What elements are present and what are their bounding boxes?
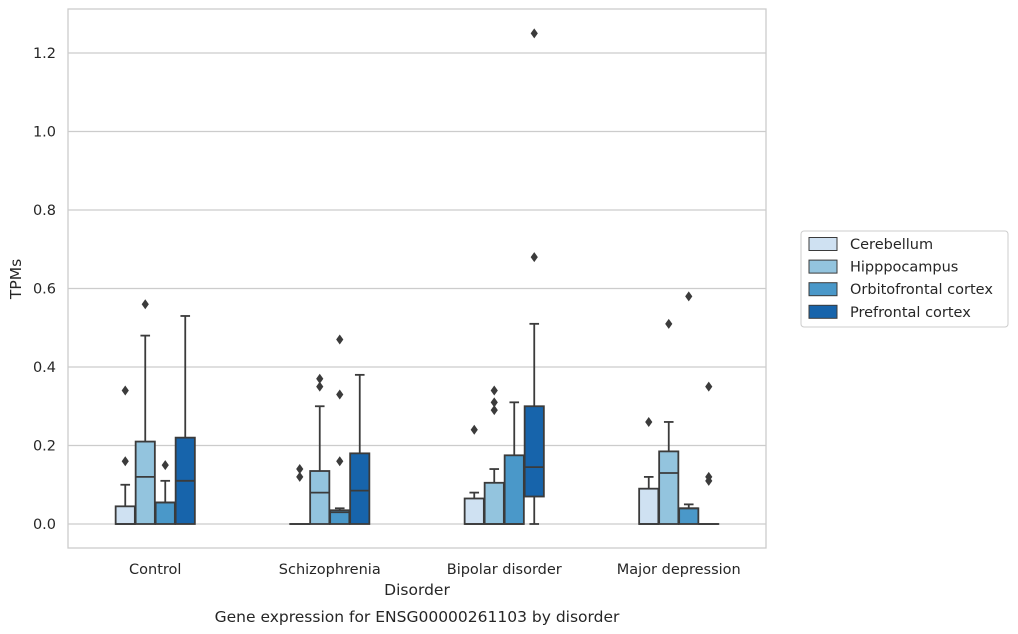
legend-swatch [808, 304, 838, 319]
box-body [678, 507, 700, 525]
box [134, 299, 156, 525]
box [329, 334, 351, 525]
legend-swatch [808, 237, 838, 251]
outlier-point [296, 471, 304, 482]
legend-swatch [808, 259, 838, 274]
box [174, 315, 196, 525]
outlier-point [685, 291, 693, 302]
x-tick-labels: Control Schizophrenia Bipolar disorder Majo… [129, 562, 741, 578]
outlier-point [161, 460, 169, 471]
outlier-point [530, 28, 538, 39]
legend-label: Hipppocampus [850, 260, 958, 276]
box [503, 401, 525, 525]
outlier-point [121, 456, 129, 467]
outlier-point [645, 416, 653, 427]
outlier-point [336, 456, 344, 467]
box [154, 460, 176, 525]
outlier-point [705, 381, 713, 392]
outlier-point [316, 373, 324, 384]
y-tick-label: 1.2 [33, 46, 56, 62]
outlier-point [470, 424, 478, 435]
box-body [309, 470, 331, 525]
legend-swatch [808, 282, 838, 297]
y-tick-label: 1.0 [33, 125, 56, 141]
outlier-point [665, 318, 673, 329]
y-tick-label: 0.0 [33, 517, 56, 533]
box [483, 385, 505, 525]
box [114, 385, 136, 525]
box [463, 424, 485, 525]
y-tick-label: 0.4 [33, 360, 56, 376]
box [523, 28, 545, 525]
legend: Cerebellum Hipppocampus Orbitofrontal cort… [800, 230, 1009, 328]
box [698, 381, 720, 525]
boxes [114, 28, 720, 525]
outlier-point [121, 385, 129, 396]
box [309, 373, 331, 525]
box-body [349, 452, 371, 525]
legend-label: Orbitofrontal cortex [850, 282, 993, 298]
box-body [483, 481, 505, 525]
x-axis-label: Disorder [384, 581, 450, 599]
plot-frame [67, 8, 767, 549]
box [638, 416, 660, 525]
x-tick-label: Bipolar disorder [447, 562, 562, 578]
box-body [523, 405, 545, 498]
outlier-point [490, 397, 498, 408]
outlier-point [490, 405, 498, 416]
x-tick-label: Major depression [617, 562, 741, 578]
box-body [114, 505, 136, 525]
y-tick-label: 0.6 [33, 282, 56, 298]
box-body [154, 501, 176, 525]
box [658, 318, 680, 525]
legend-label: Prefrontal cortex [850, 305, 971, 321]
outlier-point [530, 252, 538, 263]
x-tick-label: Schizophrenia [279, 562, 381, 578]
legend-frame [800, 230, 1009, 328]
outlier-point [705, 471, 713, 482]
outlier-point [336, 389, 344, 400]
box [289, 464, 311, 525]
outlier-point [336, 334, 344, 345]
chart-caption: Gene expression for ENSG00000261103 by d… [215, 608, 620, 626]
y-axis-label: TPMs [7, 259, 25, 300]
legend-label: Cerebellum [850, 237, 933, 253]
outlier-point [316, 381, 324, 392]
x-tick-label: Control [129, 562, 181, 578]
box-body [638, 487, 660, 525]
box [349, 373, 371, 525]
box-body [463, 497, 485, 525]
box [678, 291, 700, 525]
y-tick-labels: 0.0 0.2 0.4 0.6 0.8 1.0 1.2 [33, 46, 56, 533]
box-body [658, 450, 680, 525]
y-tick-label: 0.2 [33, 439, 56, 455]
outlier-point [296, 464, 304, 475]
box-body [503, 454, 525, 525]
outlier-point [490, 385, 498, 396]
y-tick-label: 0.8 [33, 203, 56, 219]
outlier-point [141, 299, 149, 310]
box-body [134, 440, 156, 525]
